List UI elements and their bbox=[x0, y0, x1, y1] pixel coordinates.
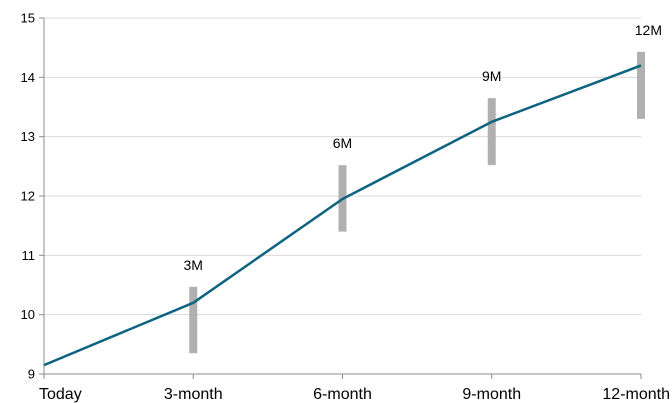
x-tick-label-12-month: 12-month bbox=[602, 386, 670, 403]
range-label-9M: 9M bbox=[482, 68, 501, 84]
x-tick-label-6-month: 6-month bbox=[313, 386, 372, 403]
axes bbox=[39, 17, 642, 379]
range-bar-3M bbox=[189, 286, 198, 354]
range-bars bbox=[189, 51, 645, 354]
y-tick-label-15: 15 bbox=[21, 11, 35, 26]
y-tick-label-12: 12 bbox=[21, 189, 35, 204]
series-lines bbox=[43, 64, 642, 367]
range-label-12M: 12M bbox=[635, 22, 662, 38]
range-label-6M: 6M bbox=[333, 135, 352, 151]
y-tick-label-13: 13 bbox=[21, 129, 35, 144]
x-tick-label-3-month: 3-month bbox=[164, 386, 223, 403]
range-bar-12M bbox=[637, 51, 645, 119]
y-tick-label-14: 14 bbox=[21, 70, 35, 85]
y-tick-label-11: 11 bbox=[22, 248, 36, 263]
x-tick-label-9-month: 9-month bbox=[462, 386, 521, 403]
labels: 9 10 11 12 13 14 15 Today 3-month 6-month 9-month 1… bbox=[21, 11, 670, 403]
range-label-3M: 3M bbox=[184, 257, 203, 273]
y-tick-label-10: 10 bbox=[21, 307, 35, 322]
range-bar-9M bbox=[487, 98, 496, 166]
y-tick-label-9: 9 bbox=[28, 367, 35, 382]
x-tick-label-Today: Today bbox=[39, 386, 82, 403]
series-line-0 bbox=[43, 64, 642, 367]
